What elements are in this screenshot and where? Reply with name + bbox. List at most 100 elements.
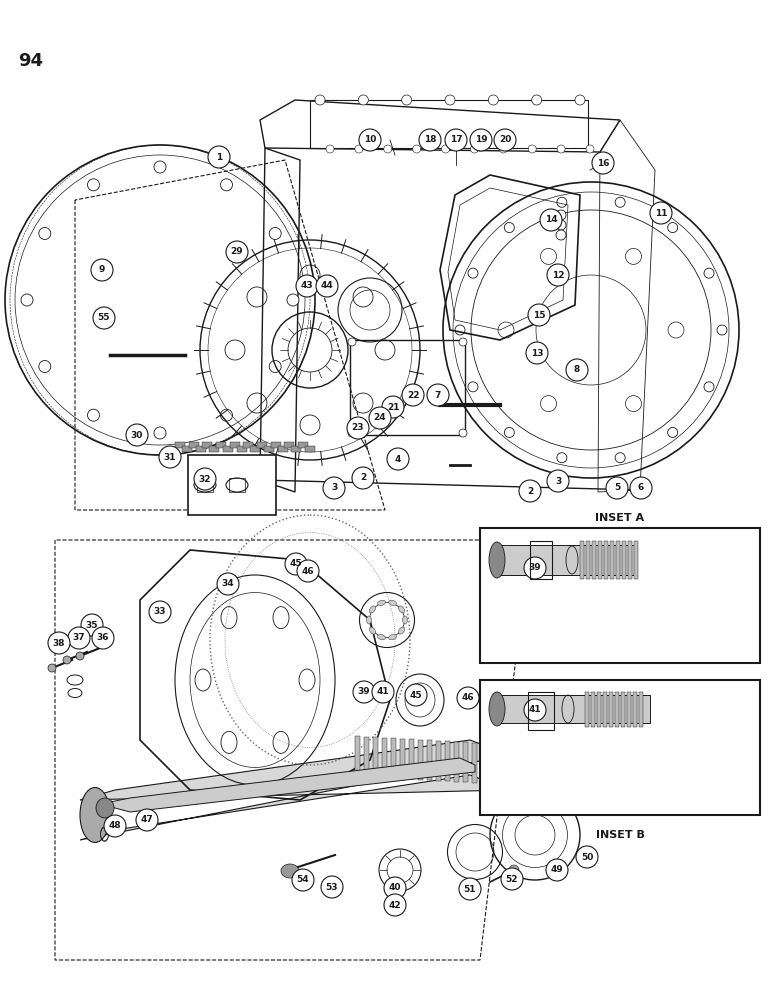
Bar — [350, 340, 465, 435]
Bar — [284, 442, 294, 448]
Text: 31: 31 — [164, 452, 176, 462]
Circle shape — [63, 656, 71, 664]
Circle shape — [93, 307, 115, 329]
Bar — [445, 741, 450, 781]
Circle shape — [501, 868, 523, 890]
Text: 55: 55 — [98, 314, 110, 322]
Circle shape — [557, 145, 565, 153]
Circle shape — [592, 152, 614, 174]
Text: 1: 1 — [216, 152, 222, 161]
Circle shape — [315, 95, 325, 105]
Circle shape — [494, 129, 516, 151]
Bar — [355, 736, 360, 776]
Text: 3: 3 — [331, 484, 337, 492]
Text: 32: 32 — [198, 475, 212, 484]
Circle shape — [419, 129, 441, 151]
Circle shape — [615, 453, 625, 463]
Circle shape — [547, 470, 569, 492]
Bar — [580, 541, 584, 579]
Circle shape — [359, 129, 381, 151]
Bar — [250, 446, 260, 452]
Circle shape — [194, 468, 216, 490]
Ellipse shape — [369, 627, 375, 634]
Bar — [291, 446, 301, 452]
Text: 22: 22 — [407, 390, 419, 399]
Bar — [391, 738, 396, 778]
Bar — [609, 692, 613, 727]
Circle shape — [387, 448, 409, 470]
Ellipse shape — [402, 616, 408, 624]
Circle shape — [532, 95, 542, 105]
Bar — [480, 528, 760, 663]
Text: 51: 51 — [464, 884, 476, 894]
Text: 49: 49 — [550, 865, 564, 874]
Bar — [615, 692, 619, 727]
Text: 45: 45 — [290, 560, 303, 568]
Bar — [195, 446, 205, 452]
Bar — [209, 446, 219, 452]
Bar — [202, 442, 212, 448]
Circle shape — [104, 815, 126, 837]
Circle shape — [566, 359, 588, 381]
Bar — [230, 442, 240, 448]
Circle shape — [297, 560, 319, 582]
Text: 30: 30 — [130, 430, 143, 440]
Text: 47: 47 — [141, 816, 154, 824]
Circle shape — [606, 477, 628, 499]
Ellipse shape — [388, 600, 397, 606]
Circle shape — [221, 179, 232, 191]
Ellipse shape — [489, 542, 505, 578]
Text: 18: 18 — [424, 135, 436, 144]
Text: 44: 44 — [320, 282, 334, 290]
Bar — [373, 737, 378, 777]
Circle shape — [546, 859, 568, 881]
Circle shape — [402, 384, 424, 406]
Bar — [633, 692, 637, 727]
Circle shape — [504, 427, 514, 437]
Bar — [586, 541, 590, 579]
Bar — [597, 692, 601, 727]
Circle shape — [445, 129, 467, 151]
Bar — [622, 541, 626, 579]
Circle shape — [321, 876, 343, 898]
Circle shape — [91, 259, 113, 281]
Ellipse shape — [281, 864, 299, 878]
Circle shape — [292, 869, 314, 891]
Circle shape — [384, 145, 391, 153]
Text: 33: 33 — [154, 607, 166, 616]
Circle shape — [48, 632, 70, 654]
Ellipse shape — [80, 788, 110, 842]
Circle shape — [353, 681, 375, 703]
Text: 40: 40 — [389, 884, 401, 892]
Bar — [229, 478, 245, 492]
Bar — [628, 541, 632, 579]
Ellipse shape — [398, 627, 405, 634]
Bar — [598, 541, 602, 579]
Circle shape — [287, 294, 299, 306]
Bar — [427, 740, 432, 780]
Circle shape — [668, 223, 678, 233]
Circle shape — [269, 228, 281, 239]
Circle shape — [136, 809, 158, 831]
Bar — [409, 739, 414, 779]
Text: 24: 24 — [374, 414, 386, 422]
Text: 21: 21 — [387, 402, 399, 412]
Circle shape — [459, 429, 467, 437]
Circle shape — [442, 145, 449, 153]
Bar — [305, 446, 315, 452]
Bar — [298, 442, 308, 448]
Circle shape — [285, 553, 307, 575]
Circle shape — [575, 95, 585, 105]
Circle shape — [372, 681, 394, 703]
Circle shape — [459, 878, 481, 900]
Text: INSET B: INSET B — [595, 830, 645, 840]
Circle shape — [615, 197, 625, 207]
Circle shape — [528, 304, 550, 326]
Bar — [216, 442, 226, 448]
Text: 17: 17 — [449, 135, 462, 144]
Circle shape — [668, 427, 678, 437]
Circle shape — [39, 228, 51, 239]
Text: 37: 37 — [73, 634, 86, 643]
Circle shape — [459, 338, 467, 346]
Circle shape — [154, 161, 166, 173]
